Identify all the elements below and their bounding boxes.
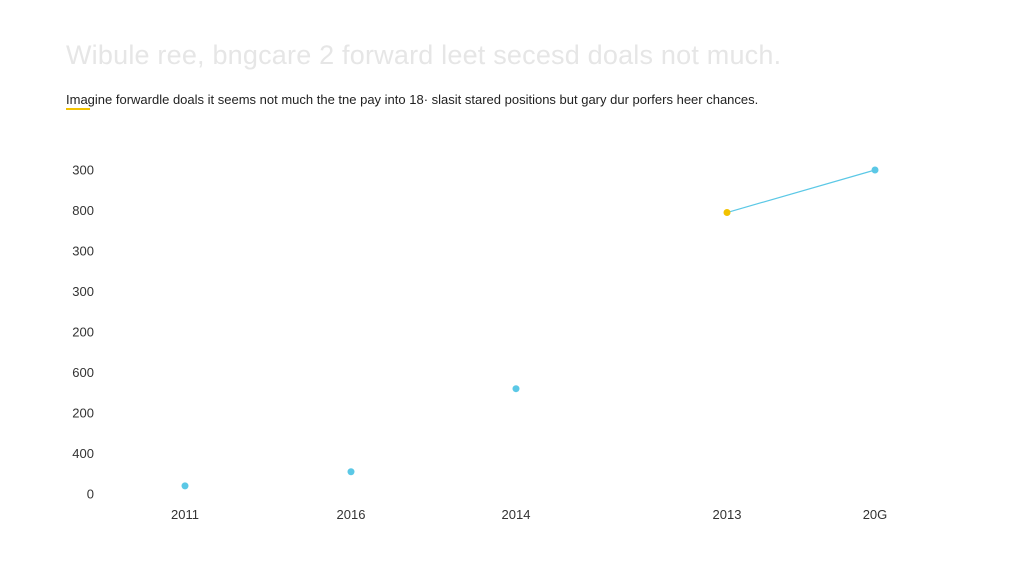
y-tick-label: 300 <box>72 244 94 259</box>
data-point <box>347 468 355 476</box>
data-point <box>723 209 731 217</box>
y-tick-label: 200 <box>72 325 94 340</box>
x-tick-label: 2013 <box>713 507 742 522</box>
y-tick-label: 800 <box>72 203 94 218</box>
chart-title: Wibule ree, bngcare 2 forward leet seces… <box>66 40 782 70</box>
y-tick-label: 600 <box>72 365 94 380</box>
subtitle-accent-underline <box>66 108 90 110</box>
data-point <box>181 482 189 490</box>
data-point <box>871 166 879 174</box>
x-tick-label: 2011 <box>171 507 199 522</box>
y-tick-label: 300 <box>72 163 94 178</box>
y-tick-label: 0 <box>87 487 94 502</box>
x-tick-label: 20G <box>863 507 888 522</box>
x-tick-label: 2016 <box>337 507 366 522</box>
x-tick-label: 2014 <box>502 507 531 522</box>
y-tick-label: 300 <box>72 284 94 299</box>
series-line <box>726 169 876 214</box>
data-point <box>512 385 520 393</box>
y-tick-label: 400 <box>72 446 94 461</box>
y-tick-label: 200 <box>72 406 94 421</box>
chart-subtitle: Imagine forwardle doals it seems not muc… <box>66 92 759 107</box>
